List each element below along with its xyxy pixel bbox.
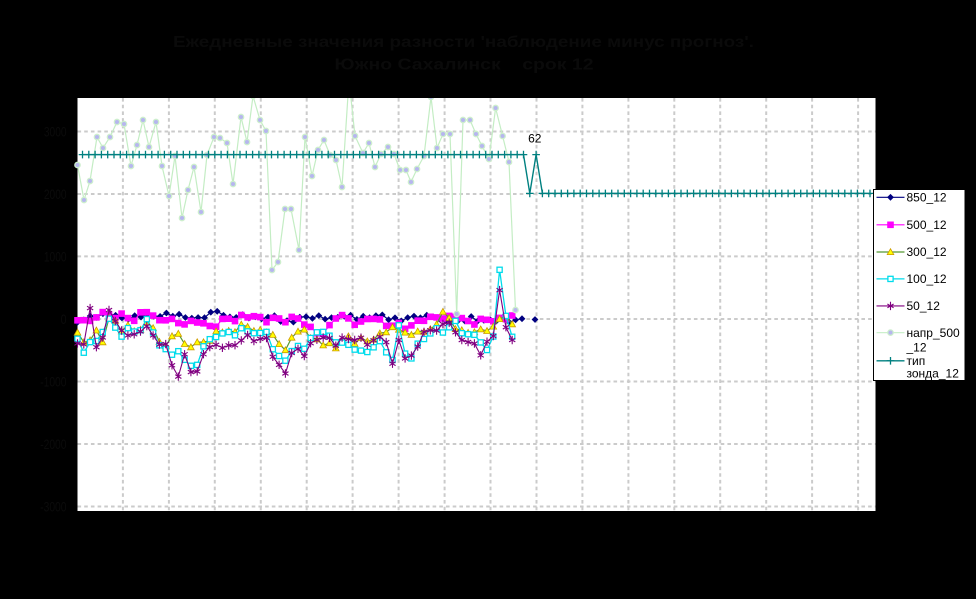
svg-text:500_12: 500_12 (907, 218, 947, 232)
svg-text:850_12: 850_12 (907, 191, 947, 205)
svg-text:0: 0 (61, 311, 67, 327)
svg-text:-3000: -3000 (40, 498, 66, 514)
svg-text:Ежедневные значения разности ': Ежедневные значения разности 'наблюдение… (173, 34, 754, 51)
svg-text:100_12: 100_12 (907, 272, 947, 286)
svg-text:тип: тип (907, 354, 926, 368)
svg-text:Южно Сахалинск срок 12: Южно Сахалинск срок 12 (335, 57, 594, 74)
svg-text:-1000: -1000 (40, 373, 66, 389)
svg-text:1000: 1000 (44, 248, 67, 264)
svg-text:2000: 2000 (44, 186, 67, 202)
svg-text:напр_500: напр_500 (907, 326, 960, 340)
svg-text:62: 62 (528, 132, 542, 146)
svg-text:50_12: 50_12 (907, 299, 941, 313)
svg-text:_12: _12 (906, 341, 927, 355)
svg-text:300_12: 300_12 (907, 245, 947, 259)
svg-text:зонда_12: зонда_12 (907, 366, 960, 380)
svg-text:-2000: -2000 (40, 436, 66, 452)
svg-text:3000: 3000 (44, 123, 67, 139)
